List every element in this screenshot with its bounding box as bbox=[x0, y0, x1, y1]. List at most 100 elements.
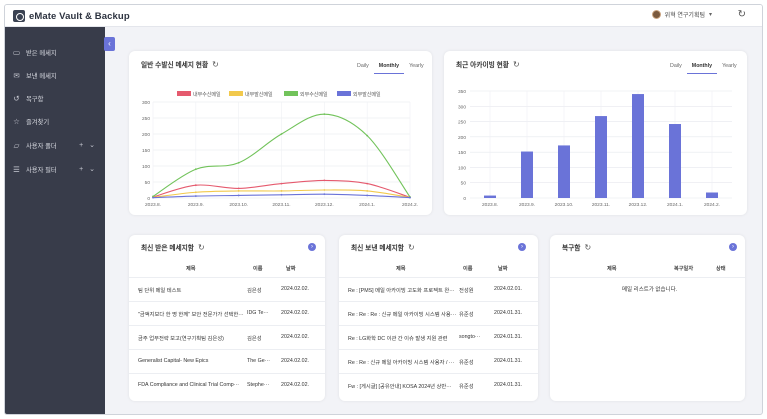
data-point bbox=[323, 189, 326, 191]
bar bbox=[669, 124, 681, 198]
column-header-date: 날짜 bbox=[498, 266, 508, 272]
x-tick-label: 2023.11. bbox=[592, 202, 610, 208]
tab-yearly[interactable]: Yearly bbox=[722, 63, 737, 69]
refresh-icon[interactable]: ↻ bbox=[212, 59, 219, 69]
data-point bbox=[194, 184, 197, 187]
card-title: 최신 받은 메세지함 ↻ bbox=[141, 242, 205, 253]
data-point bbox=[366, 190, 369, 192]
add-chevron-icon[interactable]: + ⌄ bbox=[79, 142, 97, 149]
top-bar: eMate Vault & Backup 위혁 연구기획팀 ▾ ↻ bbox=[5, 5, 762, 27]
period-tabs: Daily Monthly Yearly bbox=[665, 61, 742, 74]
legend-swatch bbox=[284, 91, 298, 96]
tab-yearly[interactable]: Yearly bbox=[409, 63, 424, 69]
tab-monthly[interactable]: Monthly bbox=[373, 61, 405, 74]
table-row[interactable]: Re : LG화학 DC 이관 간 이슈 발생 지원 관련 songto··· 20… bbox=[339, 325, 538, 349]
table-row[interactable]: FDA Compliance and Clinical Trial Comp··… bbox=[129, 373, 325, 397]
line-chart: 내부수신메일 내부발신메일 외부수신메일 외부발신메일 0 50 100 150 200 250 3… bbox=[142, 91, 418, 208]
cell-subject: Re : [PMS] 메일 아카이빙 고도화 프로젝트 완··· bbox=[348, 288, 455, 294]
received-messages-card: 최신 받은 메세지함 ↻ › 제목 이름 날짜 팀 단위 메일 테스트 김은성 20… bbox=[129, 235, 325, 401]
cell-subject: Re : Re : 신규 메일 아카이빙 시스템 사용자 / ··· bbox=[348, 360, 455, 366]
tab-monthly[interactable]: Monthly bbox=[686, 61, 718, 74]
table-row[interactable]: Re : Re : Re : 신규 메일 아카이빙 시스템 사용··· 유준성 20… bbox=[339, 301, 538, 325]
data-point bbox=[280, 182, 283, 185]
cell-name: Stephe··· bbox=[247, 382, 270, 388]
go-arrow-button[interactable]: › bbox=[308, 243, 316, 251]
tab-daily[interactable]: Daily bbox=[357, 63, 369, 69]
data-point bbox=[237, 190, 240, 192]
sidebar-item-favorites[interactable]: ☆ 즐겨찾기 bbox=[5, 111, 105, 131]
bar bbox=[484, 195, 496, 198]
refresh-icon[interactable]: ↻ bbox=[407, 242, 415, 252]
cell-date: 2024.02.02. bbox=[281, 358, 309, 364]
x-tick-label: 2023.8. bbox=[145, 202, 161, 208]
table-row[interactable]: Re : [PMS] 메일 아카이빙 고도화 프로젝트 완··· 전성원 2024.… bbox=[339, 277, 538, 301]
card-title: 복구함 ↻ bbox=[562, 242, 592, 253]
sidebar-item-label: 사용자 필터 bbox=[26, 166, 57, 174]
x-tick-label: 2024.2. bbox=[402, 202, 418, 208]
sidebar-item-label: 받은 메세지 bbox=[26, 49, 57, 57]
data-point bbox=[237, 187, 240, 190]
card-title: 일반 수발신 메세지 현황 ↻ bbox=[141, 59, 219, 70]
user-menu[interactable]: 위혁 연구기획팀 ▾ bbox=[651, 10, 712, 19]
data-point bbox=[194, 195, 197, 197]
restore-icon: ↺ bbox=[13, 93, 20, 103]
refresh-icon[interactable]: ↻ bbox=[584, 242, 592, 252]
cell-date: 2024.01.31. bbox=[494, 358, 522, 364]
sidebar-item-restore[interactable]: ↺ 복구함 bbox=[5, 88, 105, 108]
card-title-text: 복구함 bbox=[562, 245, 581, 252]
table-row[interactable]: 금주 업무전략 보고(연구기획팀 김은성) 김은성 2024.02.02. bbox=[129, 325, 325, 349]
y-tick-label: 300 bbox=[458, 104, 466, 110]
x-tick-label: 2023.9. bbox=[188, 202, 204, 208]
sidebar-item-label: 복구함 bbox=[26, 95, 44, 103]
add-chevron-icon[interactable]: + ⌄ bbox=[79, 166, 97, 173]
x-tick-label: 2024.1. bbox=[667, 202, 683, 208]
refresh-icon[interactable]: ↻ bbox=[197, 242, 205, 252]
sidebar-item-label: 사용자 폴더 bbox=[26, 142, 57, 150]
app-logo[interactable]: eMate Vault & Backup bbox=[13, 10, 130, 22]
column-header-subject: 제목 bbox=[607, 266, 617, 272]
sidebar-collapse-button[interactable]: ‹ bbox=[104, 37, 115, 51]
bar bbox=[706, 192, 718, 198]
legend-label: 외부수신메일 bbox=[300, 91, 328, 98]
table-row[interactable]: Generalist Capital- New Epics The Ge··· 20… bbox=[129, 349, 325, 373]
sidebar-item-sent[interactable]: ✉ 보낸 메세지 bbox=[5, 65, 105, 85]
cell-date: 2024.02.01. bbox=[494, 286, 522, 292]
cell-name: songto··· bbox=[459, 334, 481, 340]
go-arrow-button[interactable]: › bbox=[518, 243, 526, 251]
archive-chart-card: 최근 아카이빙 현황 ↻ Daily Monthly Yearly 0 50 100… bbox=[444, 51, 747, 215]
restore-card: 복구함 ↻ › 제목 복구일자 상태 메일 리스트가 없습니다. bbox=[550, 235, 745, 401]
data-point bbox=[152, 196, 154, 199]
table-row[interactable]: Fw : [게시글] [공유안내] KOSA 2024년 상반··· 유준성 202… bbox=[339, 373, 538, 397]
cell-name: 유준성 bbox=[459, 312, 474, 318]
bar-chart: 0 50 100 150 200 250 300 350 2023.8. 2023.9. 2023.… bbox=[458, 89, 732, 208]
bar bbox=[521, 151, 533, 198]
go-arrow-button[interactable]: › bbox=[729, 243, 737, 251]
sidebar-item-user-folder[interactable]: ▱ 사용자 폴더 + ⌄ bbox=[5, 135, 105, 155]
refresh-icon[interactable]: ↻ bbox=[512, 59, 520, 69]
legend-swatch bbox=[229, 91, 243, 96]
cell-subject: Generalist Capital- New Epics bbox=[138, 358, 209, 364]
cell-name: 유준성 bbox=[459, 360, 474, 366]
sidebar-item-inbox[interactable]: ▭ 받은 메세지 bbox=[5, 42, 105, 62]
cell-name: 유준성 bbox=[459, 384, 474, 390]
table-row[interactable]: "금액지보다 한 명 한께" 보안 전문가가 선택한··· IDG Te··· 20… bbox=[129, 301, 325, 325]
cell-subject: 금주 업무전략 보고(연구기획팀 김은성) bbox=[138, 336, 224, 342]
column-header-name: 이름 bbox=[253, 266, 263, 272]
empty-message: 메일 리스트가 없습니다. bbox=[622, 287, 678, 293]
refresh-icon[interactable]: ↻ bbox=[737, 9, 746, 20]
cell-subject: FDA Compliance and Clinical Trial Comp··… bbox=[138, 382, 239, 388]
table-row[interactable]: 팀 단위 메일 테스트 김은성 2024.02.02. bbox=[129, 277, 325, 301]
general-message-chart-card: 일반 수발신 메세지 현황 ↻ Daily Monthly Yearly 내부수… bbox=[129, 51, 432, 215]
column-header-restore-date: 복구일자 bbox=[674, 266, 694, 272]
cell-subject: Fw : [게시글] [공유안내] KOSA 2024년 상반··· bbox=[348, 384, 452, 390]
data-point bbox=[280, 133, 283, 135]
tab-daily[interactable]: Daily bbox=[670, 63, 682, 69]
data-point bbox=[194, 168, 197, 171]
cell-name: 김은성 bbox=[247, 288, 262, 294]
cell-name: The Ge··· bbox=[247, 358, 270, 364]
cell-date: 2024.01.31. bbox=[494, 310, 522, 316]
sidebar-item-user-filter[interactable]: ☰ 사용자 필터 + ⌄ bbox=[5, 159, 105, 179]
table-row[interactable]: Re : Re : 신규 메일 아카이빙 시스템 사용자 / ··· 유준성 202… bbox=[339, 349, 538, 373]
x-tick-label: 2023.10. bbox=[229, 202, 248, 208]
app-title: eMate Vault & Backup bbox=[29, 10, 130, 22]
